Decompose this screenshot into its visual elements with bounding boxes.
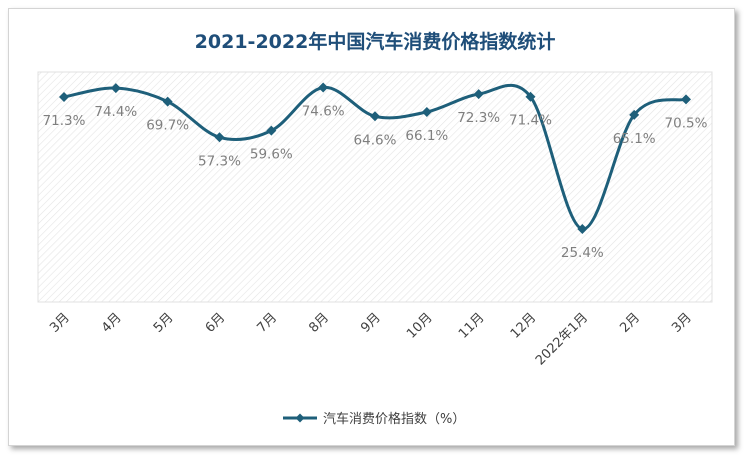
data-label: 59.6% xyxy=(250,147,293,163)
data-point xyxy=(162,96,173,107)
data-label: 71.4% xyxy=(509,113,552,129)
data-point xyxy=(370,111,380,122)
x-tick-label: 10月 xyxy=(404,310,435,341)
data-label: 65.1% xyxy=(613,131,656,147)
plot-area xyxy=(37,71,713,303)
x-tick-label: 4月 xyxy=(99,310,125,336)
x-tick-label: 3月 xyxy=(47,310,73,336)
data-point xyxy=(59,92,69,103)
x-tick-label: 7月 xyxy=(255,310,281,336)
data-label: 66.1% xyxy=(405,128,448,144)
x-tick-label: 9月 xyxy=(358,310,384,336)
x-tick-label: 11月 xyxy=(456,310,487,341)
data-point xyxy=(525,91,536,102)
data-label: 57.3% xyxy=(198,153,241,169)
data-label: 71.3% xyxy=(43,113,86,129)
data-label: 74.6% xyxy=(302,104,345,120)
x-tick-label: 8月 xyxy=(306,310,332,336)
data-point xyxy=(629,109,640,120)
data-label: 74.4% xyxy=(94,104,137,120)
chart-title: 2021-2022年中国汽车消费价格指数统计 xyxy=(195,30,556,53)
data-label: 25.4% xyxy=(561,245,604,261)
data-point xyxy=(318,82,329,93)
data-point xyxy=(110,83,121,94)
x-tick-label: 12月 xyxy=(508,310,539,341)
data-point xyxy=(473,89,484,100)
data-point xyxy=(577,223,588,234)
series-line xyxy=(63,84,687,231)
data-label: 64.6% xyxy=(354,132,397,148)
legend-marker xyxy=(295,413,305,423)
data-point xyxy=(266,125,277,136)
data-label: 69.7% xyxy=(146,118,189,134)
x-tick-label: 5月 xyxy=(151,310,177,336)
data-point xyxy=(681,94,691,105)
data-point xyxy=(214,132,225,143)
data-point xyxy=(421,106,432,117)
data-label: 70.5% xyxy=(665,115,708,131)
x-tick-label: 2月 xyxy=(617,310,643,336)
legend-label: 汽车消费价格指数（%） xyxy=(323,411,465,427)
x-tick-label: 3月 xyxy=(669,310,695,336)
x-tick-label: 2022年1月 xyxy=(533,310,591,368)
x-tick-label: 6月 xyxy=(203,310,229,336)
data-label: 72.3% xyxy=(457,110,500,126)
